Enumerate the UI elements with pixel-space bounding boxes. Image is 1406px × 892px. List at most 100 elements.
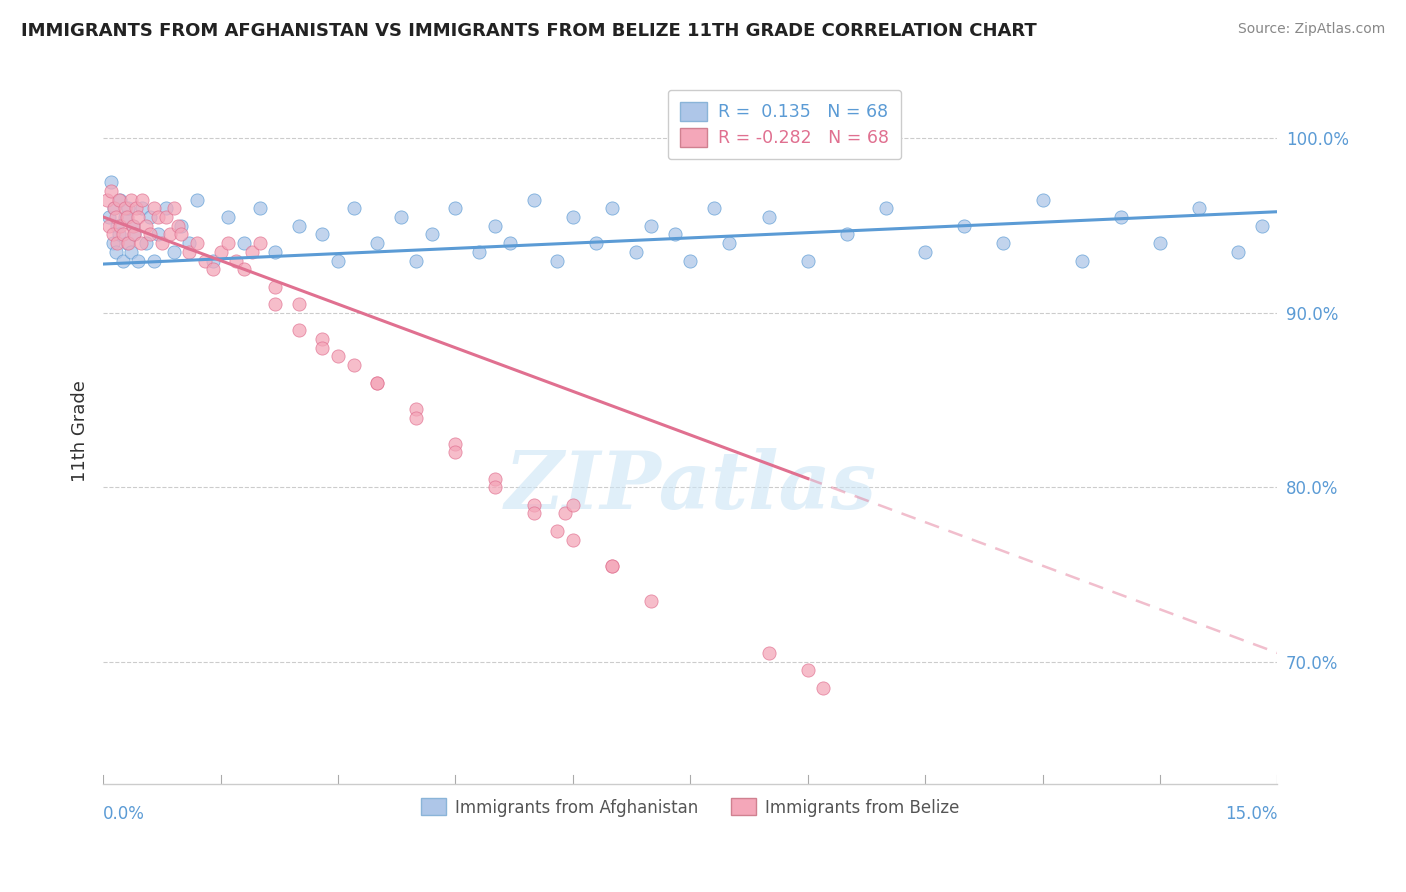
Point (600, 558, 623, 573)
Point (249, 201, 271, 215)
Text: ZIPatlas: ZIPatlas (505, 449, 876, 526)
Point (1227, 244, 1250, 259)
Point (150, 236, 173, 251)
Point (554, 507, 576, 521)
Point (523, 498, 546, 512)
Point (117, 201, 139, 215)
Point (104, 210, 127, 224)
Point (288, 219, 311, 233)
Point (115, 236, 138, 251)
Point (120, 193, 142, 207)
Point (484, 219, 506, 233)
Point (264, 297, 287, 311)
Point (135, 236, 157, 251)
Point (561, 210, 583, 224)
Point (143, 253, 166, 268)
Point (703, 201, 725, 215)
Point (111, 253, 134, 268)
Point (103, 201, 125, 215)
Legend: Immigrants from Afghanistan, Immigrants from Belize: Immigrants from Afghanistan, Immigrants … (413, 790, 967, 825)
Point (1250, 219, 1272, 233)
Point (98, 210, 121, 224)
Point (104, 244, 127, 259)
Point (124, 227, 146, 242)
Point (546, 524, 568, 538)
Point (186, 236, 208, 251)
Point (288, 323, 311, 337)
Point (115, 210, 138, 224)
Point (186, 193, 208, 207)
Point (131, 193, 153, 207)
Point (225, 253, 247, 268)
Point (179, 236, 201, 251)
Point (835, 227, 858, 242)
Point (523, 193, 546, 207)
Point (758, 210, 780, 224)
Point (233, 236, 256, 251)
Point (405, 253, 427, 268)
Point (139, 227, 162, 242)
Point (159, 227, 181, 242)
Point (143, 201, 166, 215)
Point (98, 219, 121, 233)
Point (420, 227, 443, 242)
Point (366, 236, 388, 251)
Point (170, 219, 193, 233)
Point (107, 193, 129, 207)
Point (326, 350, 349, 364)
Point (1070, 253, 1092, 268)
Point (162, 201, 184, 215)
Point (129, 236, 152, 251)
Point (813, 681, 835, 695)
Point (600, 201, 623, 215)
Point (100, 175, 122, 189)
Text: IMMIGRANTS FROM AFGHANISTAN VS IMMIGRANTS FROM BELIZE 11TH GRADE CORRELATION CHA: IMMIGRANTS FROM AFGHANISTAN VS IMMIGRANT… (21, 22, 1036, 40)
Point (600, 558, 623, 573)
Point (117, 236, 139, 251)
Point (170, 227, 193, 242)
Point (311, 332, 333, 346)
Point (125, 201, 148, 215)
Point (217, 236, 239, 251)
Point (1032, 193, 1054, 207)
Point (405, 410, 427, 425)
Point (288, 297, 311, 311)
Point (484, 471, 506, 485)
Point (162, 244, 184, 259)
Y-axis label: 11th Grade: 11th Grade (72, 380, 89, 482)
Point (120, 244, 142, 259)
Point (201, 262, 224, 277)
Point (499, 236, 522, 251)
Point (664, 227, 686, 242)
Point (484, 480, 506, 494)
Point (101, 236, 124, 251)
Point (993, 236, 1015, 251)
Point (114, 210, 136, 224)
Point (640, 219, 662, 233)
Point (343, 358, 366, 372)
Point (444, 436, 467, 450)
Text: 0.0%: 0.0% (103, 805, 145, 822)
Point (718, 236, 741, 251)
Point (179, 244, 201, 259)
Point (468, 244, 491, 259)
Point (122, 219, 145, 233)
Point (546, 253, 568, 268)
Point (240, 244, 263, 259)
Point (311, 227, 333, 242)
Point (796, 253, 818, 268)
Point (127, 253, 149, 268)
Point (264, 279, 287, 293)
Point (1149, 236, 1171, 251)
Point (444, 201, 467, 215)
Point (155, 201, 177, 215)
Point (640, 593, 662, 607)
Point (146, 227, 169, 242)
Point (122, 219, 145, 233)
Point (105, 236, 128, 251)
Point (107, 227, 129, 242)
Point (101, 227, 124, 242)
Point (366, 376, 388, 390)
Point (1188, 201, 1211, 215)
Point (110, 193, 132, 207)
